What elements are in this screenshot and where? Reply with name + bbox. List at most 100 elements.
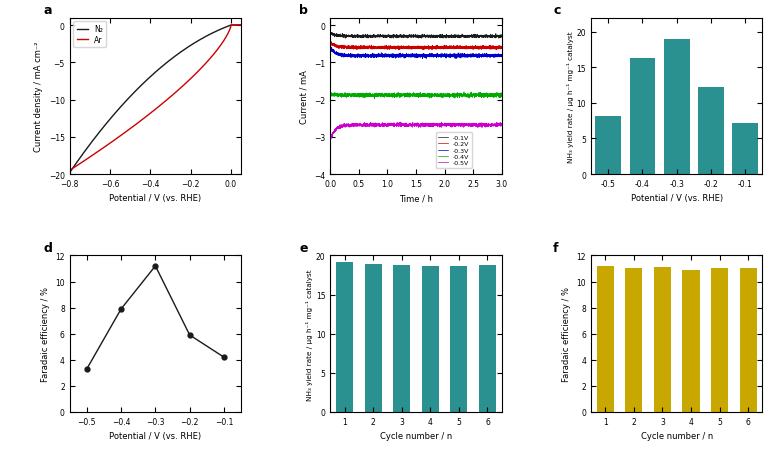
-0.1V — [326, 30, 335, 35]
Bar — [479, 265, 496, 412]
Legend: -0.1V, -0.2V, -0.3V, -0.4V, -0.5V: -0.1V, -0.2V, -0.3V, -0.4V, -0.5V — [436, 133, 471, 169]
X-axis label: Cycle number / n: Cycle number / n — [641, 432, 713, 440]
Bar — [450, 266, 467, 412]
-0.1V — [345, 35, 354, 40]
-0.2V — [494, 45, 503, 51]
Text: c: c — [553, 4, 560, 17]
N₂ — [195, 38, 204, 44]
Bar — [336, 262, 353, 412]
Ar — [237, 23, 246, 29]
N₂ — [169, 55, 178, 61]
Bar — [732, 124, 758, 175]
Line: N₂: N₂ — [70, 26, 241, 173]
Bar — [739, 269, 757, 412]
-0.2V — [355, 47, 365, 53]
-0.2V — [475, 45, 485, 51]
-0.3V — [327, 45, 336, 51]
-0.4V — [326, 91, 335, 97]
Line: -0.1V: -0.1V — [330, 32, 502, 39]
Bar — [365, 264, 382, 412]
-0.4V — [370, 97, 379, 102]
Bar — [711, 269, 728, 412]
-0.5V — [326, 138, 335, 143]
X-axis label: Potential / V (vs. RHE): Potential / V (vs. RHE) — [631, 194, 723, 203]
N₂ — [237, 23, 246, 29]
Y-axis label: NH₃ yield rate / μg h⁻¹ mg⁻¹ catalyst: NH₃ yield rate / μg h⁻¹ mg⁻¹ catalyst — [306, 269, 313, 400]
-0.4V — [459, 90, 468, 95]
-0.5V — [396, 120, 405, 125]
N₂ — [165, 59, 174, 64]
-0.2V — [399, 47, 408, 52]
Ar — [169, 92, 178, 98]
-0.4V — [494, 92, 503, 98]
-0.3V — [392, 53, 401, 59]
Line: -0.2V: -0.2V — [330, 42, 502, 50]
X-axis label: Potential / V (vs. RHE): Potential / V (vs. RHE) — [109, 194, 201, 203]
Ar — [227, 23, 236, 29]
N₂ — [174, 51, 183, 57]
-0.1V — [341, 37, 350, 42]
X-axis label: Time / h: Time / h — [399, 194, 433, 203]
-0.3V — [451, 57, 461, 63]
-0.5V — [494, 124, 503, 129]
-0.3V — [475, 52, 485, 58]
Bar — [683, 270, 700, 412]
-0.2V — [392, 44, 401, 50]
X-axis label: Cycle number / n: Cycle number / n — [380, 432, 452, 440]
Ar — [213, 48, 222, 53]
Ar — [76, 161, 85, 167]
X-axis label: Potential / V (vs. RHE): Potential / V (vs. RHE) — [109, 432, 201, 440]
-0.2V — [326, 41, 335, 47]
Text: d: d — [44, 241, 53, 254]
-0.1V — [326, 30, 335, 36]
N₂ — [76, 156, 85, 161]
-0.1V — [494, 34, 503, 39]
Y-axis label: NH₃ yield rate / μg h⁻¹ mg⁻¹ catalyst: NH₃ yield rate / μg h⁻¹ mg⁻¹ catalyst — [567, 31, 574, 162]
-0.4V — [399, 93, 408, 99]
-0.1V — [497, 34, 506, 40]
-0.3V — [355, 54, 365, 59]
-0.4V — [355, 92, 365, 98]
Legend: N₂, Ar: N₂, Ar — [74, 22, 106, 48]
-0.2V — [427, 48, 437, 53]
-0.5V — [399, 123, 408, 128]
Bar — [625, 269, 642, 412]
-0.2V — [326, 39, 335, 44]
Y-axis label: Current / mA: Current / mA — [300, 70, 309, 124]
Bar — [664, 40, 690, 175]
Line: Ar: Ar — [70, 26, 241, 171]
Bar — [597, 266, 614, 412]
-0.1V — [355, 35, 365, 40]
-0.5V — [355, 123, 365, 129]
Line: -0.5V: -0.5V — [330, 123, 502, 143]
Line: -0.4V: -0.4V — [330, 93, 502, 100]
Bar — [629, 59, 656, 175]
Line: -0.3V: -0.3V — [330, 48, 502, 60]
Text: a: a — [44, 4, 53, 17]
-0.3V — [399, 52, 408, 58]
-0.2V — [497, 46, 506, 52]
Text: b: b — [300, 4, 308, 17]
-0.3V — [497, 53, 506, 59]
-0.4V — [345, 92, 354, 97]
-0.5V — [392, 123, 401, 128]
Bar — [422, 267, 439, 412]
Ar — [65, 168, 74, 174]
Ar — [195, 68, 204, 73]
-0.5V — [326, 140, 335, 145]
-0.4V — [497, 94, 506, 100]
-0.1V — [399, 34, 408, 39]
Bar — [595, 117, 621, 175]
-0.5V — [475, 122, 485, 128]
-0.4V — [392, 94, 401, 100]
Text: e: e — [300, 241, 308, 254]
Y-axis label: Current density / mA cm⁻²: Current density / mA cm⁻² — [34, 42, 43, 152]
-0.1V — [392, 35, 401, 40]
-0.3V — [345, 54, 354, 59]
-0.3V — [494, 54, 503, 59]
N₂ — [213, 29, 222, 34]
Bar — [698, 88, 724, 175]
Bar — [393, 265, 410, 412]
Ar — [174, 88, 183, 93]
-0.3V — [326, 46, 335, 52]
